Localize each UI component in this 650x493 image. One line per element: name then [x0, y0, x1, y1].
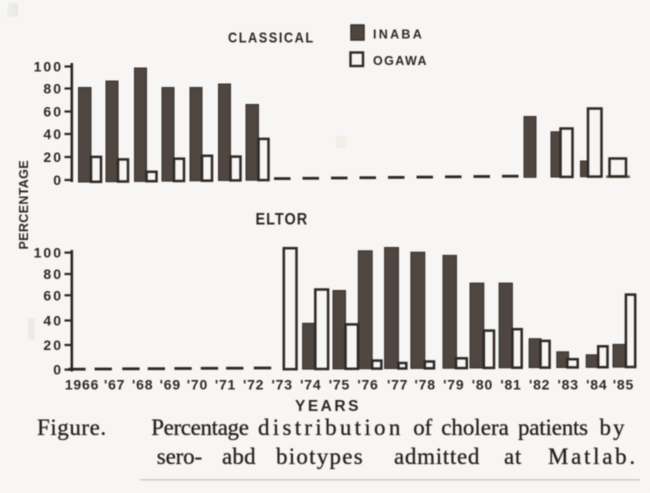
svg-text:'73: '73 [272, 377, 293, 393]
svg-text:'82: '82 [529, 377, 550, 393]
svg-text:'67: '67 [104, 377, 125, 393]
svg-text:80: 80 [43, 81, 63, 97]
svg-text:20: 20 [43, 337, 63, 353]
svg-text:1966: 1966 [65, 377, 99, 393]
svg-text:'68: '68 [132, 377, 153, 393]
svg-text:'80: '80 [472, 377, 493, 393]
svg-text:CLASSICAL: CLASSICAL [228, 28, 315, 45]
svg-text:20: 20 [43, 149, 63, 165]
svg-text:'85: '85 [613, 377, 634, 393]
svg-text:'84: '84 [586, 377, 607, 393]
svg-text:40: 40 [43, 126, 63, 142]
svg-text:60: 60 [43, 287, 63, 303]
svg-text:'75: '75 [329, 377, 350, 393]
svg-text:'74: '74 [300, 377, 321, 393]
svg-text:'70: '70 [187, 377, 208, 393]
svg-text:'83: '83 [558, 377, 579, 393]
svg-text:'79: '79 [443, 377, 464, 393]
svg-text:80: 80 [43, 266, 63, 282]
svg-text:60: 60 [43, 104, 63, 120]
svg-text:100: 100 [34, 59, 63, 75]
svg-text:OGAWA: OGAWA [373, 54, 428, 68]
svg-text:ELTOR: ELTOR [256, 210, 309, 228]
svg-text:40: 40 [43, 313, 63, 329]
svg-text:'77: '77 [387, 377, 408, 393]
svg-text:PERCENTAGE: PERCENTAGE [17, 160, 31, 249]
svg-text:'71: '71 [215, 377, 236, 393]
svg-text:'76: '76 [357, 377, 378, 393]
svg-text:YEARS: YEARS [295, 398, 361, 415]
svg-text:'69: '69 [160, 377, 181, 393]
svg-text:100: 100 [34, 245, 63, 261]
svg-text:0: 0 [53, 172, 63, 188]
svg-text:INABA: INABA [373, 28, 424, 42]
svg-text:'72: '72 [243, 377, 264, 393]
svg-text:'78: '78 [415, 377, 436, 393]
svg-text:0: 0 [53, 362, 63, 378]
svg-text:'81: '81 [500, 377, 521, 393]
